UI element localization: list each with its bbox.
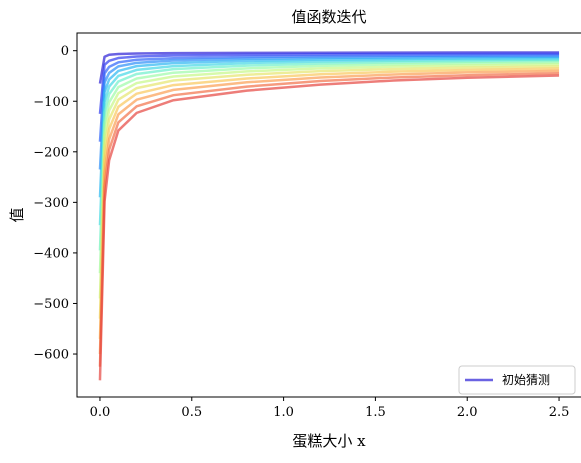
x-axis: 0.0 0.5 1.0 1.5 2.0 2.5 xyxy=(90,397,570,420)
x-tick-label: 0.0 xyxy=(90,405,111,420)
legend: 初始猜测 xyxy=(459,366,575,394)
y-tick-label: −200 xyxy=(33,145,69,160)
plot-frame xyxy=(77,33,581,397)
y-tick-label: −300 xyxy=(33,196,69,211)
series-line-14 xyxy=(100,75,559,380)
x-axis-label: 蛋糕大小 x xyxy=(292,432,366,450)
series-line-7 xyxy=(100,61,559,250)
y-axis-label: 值 xyxy=(8,207,26,222)
y-axis: 0 −100 −200 −300 −400 −500 −600 xyxy=(33,44,77,362)
series-line-11 xyxy=(100,69,559,339)
x-tick-label: 1.0 xyxy=(273,405,294,420)
series-lines xyxy=(100,52,559,380)
y-tick-label: −600 xyxy=(33,348,69,363)
series-line-10 xyxy=(100,66,559,318)
series-line-9 xyxy=(100,65,559,299)
chart-title: 值函数迭代 xyxy=(291,8,366,26)
series-line-13 xyxy=(100,73,559,366)
series-line-5 xyxy=(100,58,559,197)
x-tick-label: 0.5 xyxy=(181,405,202,420)
legend-entry: 初始猜测 xyxy=(502,373,550,387)
y-tick-label: 0 xyxy=(61,44,69,59)
y-tick-label: −100 xyxy=(33,95,69,110)
series-line-8 xyxy=(100,63,559,273)
series-line-12 xyxy=(100,71,559,354)
x-tick-label: 2.0 xyxy=(457,405,478,420)
x-tick-label: 2.5 xyxy=(549,405,570,420)
y-tick-label: −400 xyxy=(33,246,69,261)
y-tick-label: −500 xyxy=(33,297,69,312)
x-tick-label: 1.5 xyxy=(365,405,386,420)
